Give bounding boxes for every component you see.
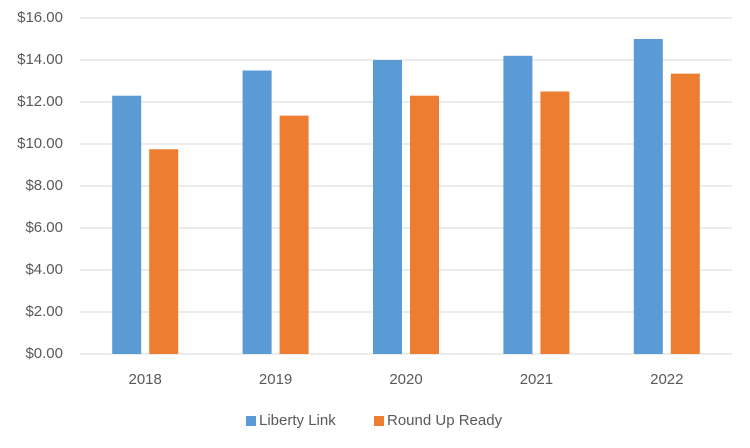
y-tick-label: $8.00: [25, 177, 63, 194]
y-tick-label: $2.00: [25, 303, 63, 320]
legend-swatch: [246, 416, 256, 426]
y-tick-label: $16.00: [17, 9, 63, 26]
x-tick-label: 2019: [259, 371, 292, 388]
x-tick-label: 2020: [389, 371, 422, 388]
legend-label: Liberty Link: [259, 412, 336, 429]
x-tick-label: 2021: [520, 371, 553, 388]
y-tick-label: $0.00: [25, 345, 63, 362]
x-tick-label: 2022: [650, 371, 683, 388]
bar: [633, 39, 663, 354]
bar: [149, 149, 179, 354]
bar: [410, 95, 439, 354]
bar: [242, 70, 272, 354]
legend-swatch: [374, 416, 384, 426]
bar: [373, 60, 402, 354]
y-tick-label: $14.00: [17, 51, 63, 68]
y-tick-label: $12.00: [17, 93, 63, 110]
legend-label: Round Up Ready: [387, 412, 503, 429]
bar: [670, 73, 700, 355]
bar: [112, 95, 142, 354]
x-tick-label: 2018: [129, 371, 162, 388]
bar: [279, 115, 309, 355]
y-tick-label: $10.00: [17, 135, 63, 152]
bar: [503, 55, 533, 355]
y-tick-label: $4.00: [25, 261, 63, 278]
bar: [540, 91, 570, 354]
y-tick-label: $6.00: [25, 219, 63, 236]
